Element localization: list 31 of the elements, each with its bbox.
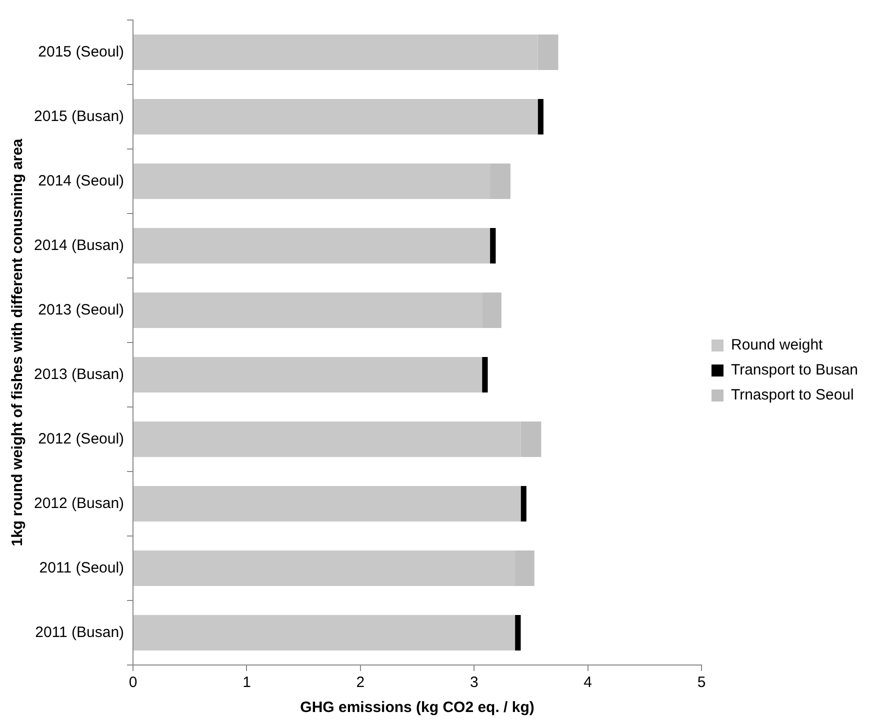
y-axis-title: 1kg round weight of fishes with different conusming area — [9, 138, 26, 546]
y-tick-label: 2012 (Busan) — [34, 494, 124, 512]
x-tick-label: 1 — [242, 674, 251, 692]
bar — [134, 486, 521, 522]
y-tick-label: 2011 (Busan) — [35, 624, 124, 641]
x-tick-label: 3 — [470, 674, 478, 692]
bar — [515, 615, 521, 650]
x-tick-label: 4 — [584, 674, 592, 692]
y-tick-label: 2012 (Seoul) — [38, 430, 124, 448]
bar — [134, 228, 490, 264]
bar — [520, 486, 526, 522]
x-tick-label: 0 — [128, 674, 138, 692]
x-axis-title: GHG emissions (kg CO2 eq. / kg) — [300, 699, 534, 716]
y-tick-label: 2015 (Busan) — [34, 108, 124, 125]
legend-label: Transport to Busan — [730, 362, 858, 379]
y-tick-label: 2014 (Busan) — [34, 236, 124, 254]
bar — [538, 99, 544, 134]
legend-label: Trnasport to Seoul — [730, 386, 854, 404]
legend-label: Round weight — [730, 336, 824, 354]
y-tick-label: 2013 (Busan) — [34, 366, 124, 383]
bar — [482, 357, 488, 392]
x-tick-label: 5 — [697, 674, 706, 692]
y-tick-label: 2014 (Seoul) — [38, 172, 124, 190]
y-tick-label: 2013 (Seoul) — [38, 301, 124, 318]
bar — [134, 615, 516, 650]
y-tick-label: 2015 (Seoul) — [38, 43, 124, 60]
bar — [490, 228, 496, 264]
x-tick-label: 2 — [356, 674, 365, 692]
y-tick-label: 2011 (Seoul) — [39, 559, 124, 576]
bar — [134, 357, 482, 392]
bar — [134, 99, 538, 134]
